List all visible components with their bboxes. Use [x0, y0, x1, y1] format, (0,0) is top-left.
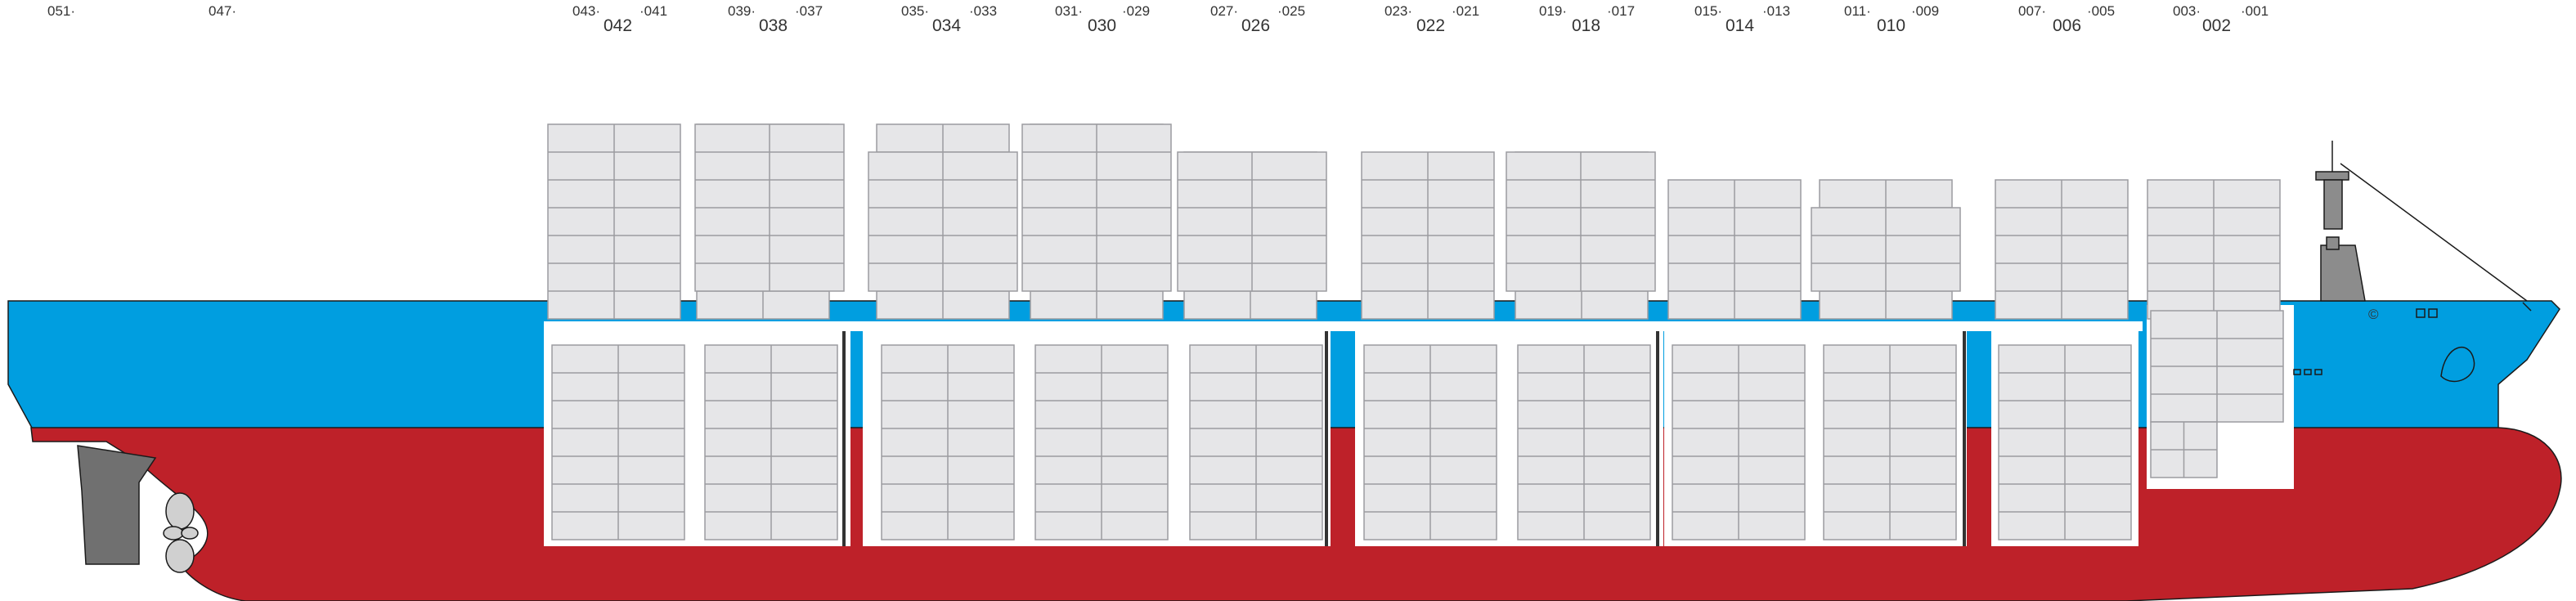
deck-stack — [1361, 151, 1495, 320]
bay-labels: 051· 047· 043· ·041 039· ·037 035· ·033 031· ·029… — [47, 3, 2269, 35]
bay-number-small: 003· — [2173, 3, 2201, 19]
bay-number-small: 047· — [209, 3, 236, 19]
bay-number-small: ·013 — [1762, 3, 1790, 19]
bay-number-small: ·017 — [1607, 3, 1635, 19]
deck-stack-wide — [868, 151, 1018, 292]
bay-number-small: ·021 — [1452, 3, 1479, 19]
bay-number: 002 — [2202, 16, 2231, 35]
bulbous-bow-emblem-icon — [2440, 346, 2475, 383]
bay-number: 014 — [1726, 16, 1754, 35]
bulkhead — [1325, 331, 1328, 546]
hold-stack — [704, 344, 838, 540]
bay-number-small: 027· — [1210, 3, 1238, 19]
bay-number: 022 — [1416, 16, 1445, 35]
deck-stack — [547, 123, 681, 320]
bay-number: 010 — [1877, 16, 1905, 35]
hold-stack — [1034, 344, 1169, 540]
deck-stack-wide — [1811, 207, 1961, 292]
hold-stack — [1672, 344, 1806, 540]
deck-stack — [1995, 179, 2129, 320]
bay-number-small: 031· — [1055, 3, 1083, 19]
hold-stack — [1363, 344, 1497, 540]
bay-number-small: 011· — [1844, 3, 1871, 19]
bay-number-small: ·041 — [640, 3, 667, 19]
bay-number-small: 035· — [901, 3, 929, 19]
bay-number-small: 043· — [572, 3, 600, 19]
bay-number-small: 023· — [1384, 3, 1412, 19]
hold-stack — [551, 344, 685, 540]
deck-stack — [2147, 179, 2281, 320]
hold-stack — [881, 344, 1015, 540]
hold-stack — [1189, 344, 1323, 540]
deck-stack — [1667, 179, 1802, 320]
hatch-strip — [544, 321, 2143, 331]
bay-number-small: 039· — [728, 3, 756, 19]
bay-number-small: 015· — [1694, 3, 1722, 19]
bay-number-small: ·033 — [969, 3, 997, 19]
deck-stack-wide — [1177, 151, 1327, 292]
bay-number-small: ·001 — [2241, 3, 2269, 19]
bridge-mast — [2315, 141, 2528, 302]
bay-number: 038 — [759, 16, 788, 35]
container-stacks — [547, 123, 2284, 540]
bay-number-small: 007· — [2018, 3, 2046, 19]
deck-stack-wide — [1021, 123, 1172, 292]
bay-number-small: ·009 — [1911, 3, 1939, 19]
bridge-mark: © — [2368, 307, 2379, 322]
bay-number-small: 051· — [47, 3, 75, 19]
deck-stack-wide — [694, 123, 845, 292]
bay-number-small: ·005 — [2087, 3, 2115, 19]
bay-number-small: 019· — [1539, 3, 1567, 19]
bay-number: 042 — [604, 16, 632, 35]
bay-number-small: ·025 — [1277, 3, 1305, 19]
deck-stack-wide — [1506, 151, 1656, 292]
bay-number: 006 — [2053, 16, 2081, 35]
propeller — [163, 492, 199, 573]
hold-stack — [1998, 344, 2132, 540]
hold-stack-forward — [2150, 421, 2218, 478]
bulkhead — [842, 331, 846, 546]
bay-number-small: ·037 — [795, 3, 823, 19]
bay-number: 034 — [932, 16, 961, 35]
bay-number: 030 — [1088, 16, 1116, 35]
bulkhead — [1963, 331, 1966, 546]
bay-number: 026 — [1241, 16, 1270, 35]
hold-stack — [1517, 344, 1651, 540]
rudder — [77, 445, 157, 565]
hold-stack-forward — [2150, 310, 2284, 423]
bow-markings: © — [2293, 302, 2532, 383]
bay-number-small: ·029 — [1122, 3, 1150, 19]
hold-stack — [1823, 344, 1957, 540]
bulkhead — [1656, 331, 1659, 546]
bay-number: 018 — [1572, 16, 1600, 35]
